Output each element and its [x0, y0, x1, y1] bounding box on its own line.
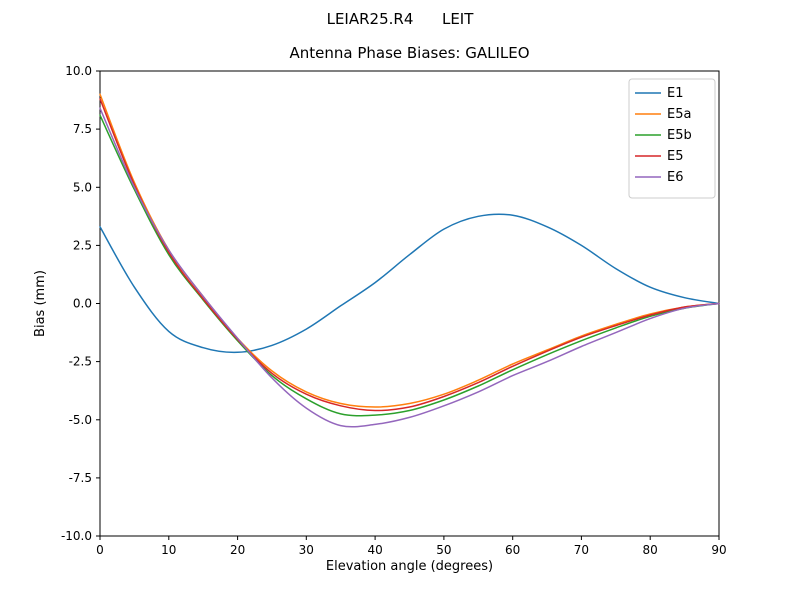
series-line-E5b [99, 114, 720, 417]
y-tick-label: -2.5 [69, 355, 92, 369]
legend-label-E1: E1 [667, 86, 684, 101]
chart-title: Antenna Phase Biases: GALILEO [289, 44, 530, 62]
series-line-E5 [99, 98, 720, 412]
x-tick-label: 80 [643, 543, 658, 557]
y-tick-label: -7.5 [69, 471, 92, 485]
x-axis-ticks: 0 10 20 30 40 50 60 70 80 90 [96, 536, 727, 557]
y-tick-label: 2.5 [73, 238, 92, 252]
x-tick-label: 50 [436, 543, 451, 557]
legend-label-E6: E6 [667, 170, 684, 185]
y-tick-label: 10.0 [65, 64, 92, 78]
y-tick-label: 7.5 [73, 122, 92, 136]
legend: E1 E5a E5b E5 E6 [628, 78, 716, 199]
legend-label-E5: E5 [667, 149, 684, 164]
x-tick-label: 70 [574, 543, 589, 557]
series-lines [99, 93, 720, 428]
series-line-E1 [99, 213, 720, 354]
x-tick-label: 0 [96, 543, 104, 557]
x-tick-label: 90 [711, 543, 726, 557]
x-tick-label: 30 [299, 543, 314, 557]
x-tick-label: 10 [161, 543, 176, 557]
legend-label-E5b: E5b [667, 128, 692, 143]
y-axis-label: Bias (mm) [33, 270, 48, 337]
y-tick-label: 0.0 [73, 297, 92, 311]
y-tick-label: -5.0 [69, 413, 92, 427]
y-axis-ticks: -10.0 -7.5 -5.0 -2.5 0.0 2.5 5.0 7.5 10.0 [61, 64, 100, 543]
axes-box [99, 70, 720, 537]
y-tick-label: 5.0 [73, 180, 92, 194]
x-tick-label: 20 [230, 543, 245, 557]
x-tick-label: 40 [367, 543, 382, 557]
y-tick-label: -10.0 [61, 529, 92, 543]
legend-box [628, 78, 716, 199]
series-line-E5a [99, 93, 720, 408]
series-line-E6 [99, 107, 720, 428]
figure-suptitle: LEIAR25.R4 LEIT [326, 10, 474, 28]
x-tick-label: 60 [505, 543, 520, 557]
x-axis-label: Elevation angle (degrees) [326, 559, 493, 574]
legend-label-E5a: E5a [667, 107, 691, 122]
